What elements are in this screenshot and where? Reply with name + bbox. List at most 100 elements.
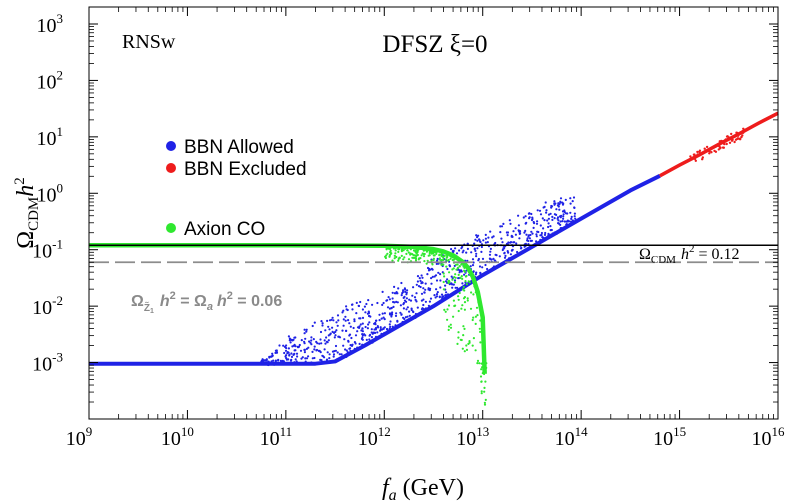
bbn-allowed-point xyxy=(403,299,407,302)
bbn-allowed-point xyxy=(318,342,321,345)
axion-co-point xyxy=(413,249,416,252)
bbn-allowed-point xyxy=(504,254,507,257)
bbn-allowed-point xyxy=(381,290,384,293)
bbn-allowed-point xyxy=(418,277,421,280)
bbn-allowed-point xyxy=(307,346,310,349)
bbn-allowed-point xyxy=(348,352,351,355)
bbn-allowed-point xyxy=(539,238,542,241)
bbn-allowed-point xyxy=(391,325,394,328)
bbn-allowed-point xyxy=(347,339,350,342)
axion-co-point xyxy=(440,255,443,258)
axion-co-point xyxy=(470,274,473,277)
axion-co-point xyxy=(482,365,485,368)
axion-co-point xyxy=(451,268,454,271)
bbn-allowed-point xyxy=(360,337,363,340)
bbn-excluded-point xyxy=(742,131,745,134)
bbn-allowed-point xyxy=(361,322,364,325)
bbn-allowed-point xyxy=(423,291,426,294)
bbn-allowed-point xyxy=(505,231,508,234)
bbn-allowed-point xyxy=(356,330,359,333)
bbn-excluded-point xyxy=(741,134,744,137)
axion-co-point xyxy=(432,258,435,262)
bbn-allowed-point xyxy=(282,344,285,347)
bbn-allowed-point xyxy=(294,349,297,352)
bbn-allowed-point xyxy=(305,330,308,333)
bbn-allowed-point xyxy=(427,304,430,307)
axion-co-point xyxy=(449,323,452,326)
bbn-allowed-point xyxy=(535,242,538,245)
axion-co-point xyxy=(419,257,422,260)
bbn-allowed-point xyxy=(452,283,455,286)
axion-co-point xyxy=(439,250,442,253)
bbn-allowed-point xyxy=(371,303,374,306)
axion-co-point xyxy=(466,297,469,300)
bbn-allowed-point xyxy=(335,321,338,324)
bbn-allowed-point xyxy=(565,223,568,226)
axion-co-point xyxy=(453,276,456,279)
axion-co-point xyxy=(442,255,445,258)
axion-co-point xyxy=(477,301,480,304)
axion-co-point xyxy=(485,362,488,365)
bbn-allowed-point xyxy=(563,220,566,223)
bbn-allowed-point xyxy=(474,249,477,252)
axion-co-point xyxy=(402,249,405,252)
bbn-allowed-point xyxy=(268,361,271,364)
axion-co-point xyxy=(457,309,460,313)
bbn-allowed-point xyxy=(397,287,400,290)
axion-co-point xyxy=(472,316,475,319)
bbn-excluded-point xyxy=(693,153,696,156)
bbn-allowed-point xyxy=(358,325,361,328)
axion-co-point xyxy=(483,369,486,372)
bbn-allowed-point xyxy=(383,312,386,315)
axion-co-point xyxy=(442,288,445,291)
bbn-allowed-point xyxy=(331,316,334,319)
bbn-allowed-point xyxy=(551,234,554,237)
axion-co-point xyxy=(457,331,460,334)
bbn-allowed-point xyxy=(553,217,556,220)
bbn-allowed-point xyxy=(395,300,398,303)
bbn-allowed-point xyxy=(402,301,406,305)
bbn-allowed-point xyxy=(419,279,422,282)
y-tick-label: 102 xyxy=(37,67,64,93)
bbn-allowed-point xyxy=(561,203,565,206)
axion-co-point xyxy=(430,251,433,254)
bbn-allowed-point xyxy=(415,292,418,295)
bbn-allowed-point xyxy=(304,360,307,363)
bbn-allowed-point xyxy=(405,297,408,300)
bbn-allowed-point xyxy=(401,290,405,294)
y-tick-label: 100 xyxy=(37,180,64,206)
axion-co-point xyxy=(406,249,409,252)
bbn-allowed-point xyxy=(524,215,527,218)
bbn-allowed-point xyxy=(368,338,371,341)
axion-co-point xyxy=(460,307,463,310)
bbn-allowed-point xyxy=(361,316,365,319)
bbn-allowed-point xyxy=(308,340,311,343)
bbn-allowed-point xyxy=(334,349,337,352)
axion-co-point xyxy=(458,265,461,268)
bbn-allowed-point xyxy=(507,241,510,244)
bbn-excluded-point xyxy=(720,139,723,143)
bbn-allowed-point xyxy=(421,276,424,279)
bbn-allowed-point xyxy=(466,247,469,250)
bbn-allowed-point xyxy=(367,311,371,315)
bbn-allowed-point xyxy=(438,296,441,299)
axion-co-point xyxy=(390,246,393,249)
bbn-allowed-point xyxy=(402,307,405,310)
axion-co-point xyxy=(454,304,457,307)
bbn-allowed-point xyxy=(328,328,331,331)
bbn-allowed-point xyxy=(511,235,514,238)
bbn-allowed-point xyxy=(374,323,377,326)
axion-co-point xyxy=(405,246,408,249)
axion-co-point xyxy=(434,250,437,254)
bbn-allowed-point xyxy=(467,283,470,286)
bbn-allowed-point xyxy=(472,270,475,273)
bbn-allowed-point xyxy=(333,336,336,339)
bbn-allowed-point xyxy=(502,222,505,225)
bbn-allowed-point xyxy=(345,305,348,308)
bbn-allowed-point xyxy=(439,273,442,276)
bbn-allowed-point xyxy=(538,209,542,212)
bbn-allowed-point xyxy=(530,212,533,216)
bbn-allowed-point xyxy=(265,358,268,361)
bbn-allowed-point xyxy=(289,359,293,362)
bbn-allowed-point xyxy=(270,360,273,363)
